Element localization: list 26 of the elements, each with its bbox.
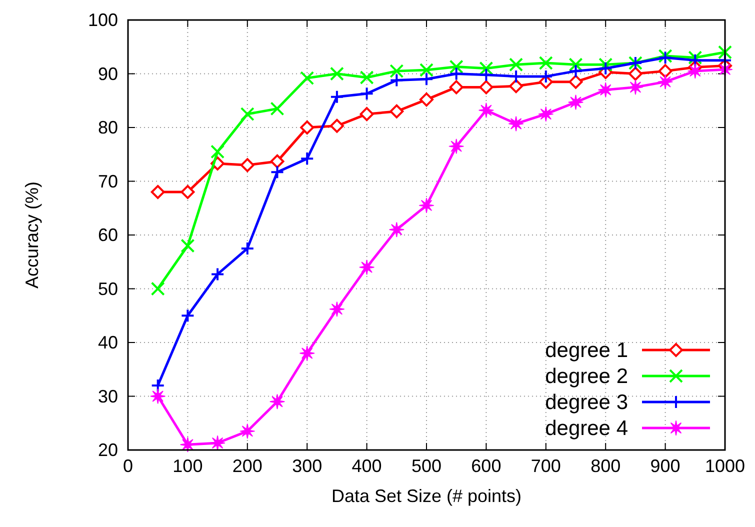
x-tick-label: 100: [172, 456, 203, 476]
y-tick-label: 60: [98, 225, 118, 245]
legend-label: degree 3: [545, 391, 628, 414]
legend-label: degree 1: [545, 339, 628, 362]
y-axis-title: Accuracy (%): [22, 181, 42, 289]
y-tick-label: 20: [98, 440, 118, 460]
x-tick-label: 200: [232, 456, 262, 476]
legend-label: degree 2: [545, 365, 628, 388]
x-axis-title: Data Set Size (# points): [331, 486, 522, 506]
y-tick-label: 40: [98, 332, 118, 352]
y-tick-label: 80: [98, 118, 118, 138]
x-tick-label: 0: [122, 456, 134, 476]
x-tick-label: 300: [292, 456, 322, 476]
y-tick-label: 30: [98, 386, 118, 406]
x-tick-label: 500: [411, 456, 442, 476]
x-tick-label: 900: [650, 456, 680, 476]
y-tick-label: 90: [98, 64, 118, 84]
legend-label: degree 4: [545, 417, 628, 440]
y-tick-label: 100: [88, 10, 118, 30]
x-tick-label: 800: [590, 456, 621, 476]
x-tick-label: 400: [352, 456, 382, 476]
y-tick-label: 70: [98, 171, 118, 192]
y-tick-label: 50: [98, 278, 118, 299]
x-tick-label: 700: [530, 456, 561, 476]
x-tick-label: 1000: [704, 456, 746, 476]
x-tick-label: 600: [471, 456, 502, 476]
